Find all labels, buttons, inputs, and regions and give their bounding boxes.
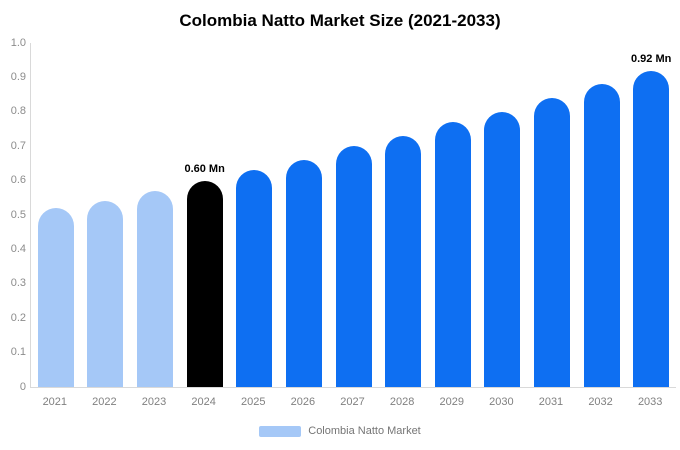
y-tick-label-0.3: 0.3: [10, 277, 26, 290]
x-axis: 2021 2022 2023 2024 2025 2026 2027 2028 2029 2030…: [30, 396, 676, 412]
x-tick-label-2022: 2022: [92, 396, 117, 408]
x-tick-label-2024: 2024: [191, 396, 216, 408]
bar-value-label-2024: 0.60 Mn: [184, 162, 225, 175]
x-tick-label-2026: 2026: [290, 396, 316, 408]
x-tick-label-2025: 2025: [241, 396, 266, 408]
plot-area: 0.60 Mn 0.92 Mn: [30, 43, 676, 388]
bar-2031[interactable]: [533, 98, 570, 387]
legend-item-colombia-natto-market[interactable]: Colombia Natto Market: [259, 425, 421, 437]
x-tick-label-2023: 2023: [141, 396, 167, 408]
x-tick-label-2031: 2031: [538, 396, 564, 408]
bar-2032[interactable]: [583, 84, 620, 387]
bar-2023[interactable]: [137, 190, 174, 387]
x-tick-label-2030: 2030: [489, 396, 514, 408]
bar-2028[interactable]: [385, 135, 422, 387]
y-tick-label-0.7: 0.7: [10, 139, 26, 152]
legend: Colombia Natto Market: [0, 425, 680, 437]
y-axis: 0 0.1 0.2 0.3 0.4 0.5 0.6 0.7 0.8 0.9 1.0: [0, 37, 26, 393]
legend-swatch: [259, 425, 302, 437]
y-tick-label-0.8: 0.8: [10, 105, 26, 118]
y-tick-label-0.2: 0.2: [10, 311, 26, 324]
bar-2021[interactable]: [37, 208, 74, 387]
y-tick-label-0.5: 0.5: [10, 208, 26, 221]
x-tick-label-2021: 2021: [42, 396, 68, 408]
y-tick-label-0.6: 0.6: [10, 174, 26, 187]
y-tick-label-0.9: 0.9: [10, 70, 26, 83]
bar-2024[interactable]: [186, 180, 223, 387]
x-tick-label-2033: 2033: [637, 396, 663, 408]
bar-2022[interactable]: [87, 201, 124, 387]
bar-2027[interactable]: [335, 146, 372, 387]
x-tick-label-2027: 2027: [340, 396, 365, 408]
bar-2025[interactable]: [236, 170, 273, 387]
y-tick-label-1.0: 1.0: [10, 36, 26, 49]
bar-2026[interactable]: [285, 159, 322, 387]
x-tick-label-2029: 2029: [439, 396, 464, 408]
y-tick-label-0: 0: [19, 380, 26, 393]
bar-value-label-2033: 0.92 Mn: [631, 52, 672, 65]
bar-2030[interactable]: [484, 111, 521, 387]
legend-label: Colombia Natto Market: [308, 425, 421, 437]
y-tick-label-0.4: 0.4: [10, 242, 26, 255]
x-tick-label-2028: 2028: [389, 396, 415, 408]
y-tick-label-0.1: 0.1: [10, 346, 26, 359]
bar-2033[interactable]: [633, 70, 670, 387]
chart-title: Colombia Natto Market Size (2021-2033): [179, 11, 501, 30]
x-tick-label-2032: 2032: [588, 396, 613, 408]
bar-2029[interactable]: [434, 122, 471, 387]
